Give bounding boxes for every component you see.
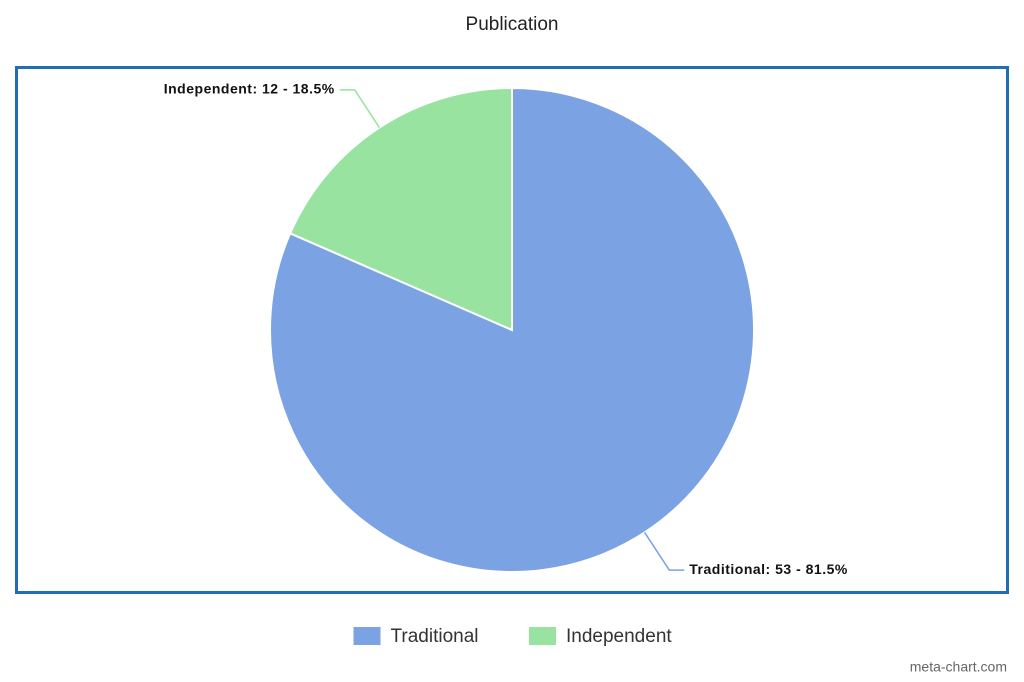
data-label: Independent: 12 - 18.5%: [164, 81, 335, 97]
credit: meta-chart.com: [910, 659, 1007, 675]
label-connector: [339, 89, 381, 128]
legend-swatch: [353, 627, 381, 645]
chart-title: Publication: [466, 14, 559, 35]
plot-border: [15, 66, 1009, 594]
legend-label: Independent: [566, 626, 672, 647]
data-label: Traditional: 53 - 81.5%: [689, 561, 848, 577]
label-connector: [643, 532, 685, 571]
legend-swatch: [529, 627, 556, 645]
legend-label: Traditional: [391, 626, 479, 647]
